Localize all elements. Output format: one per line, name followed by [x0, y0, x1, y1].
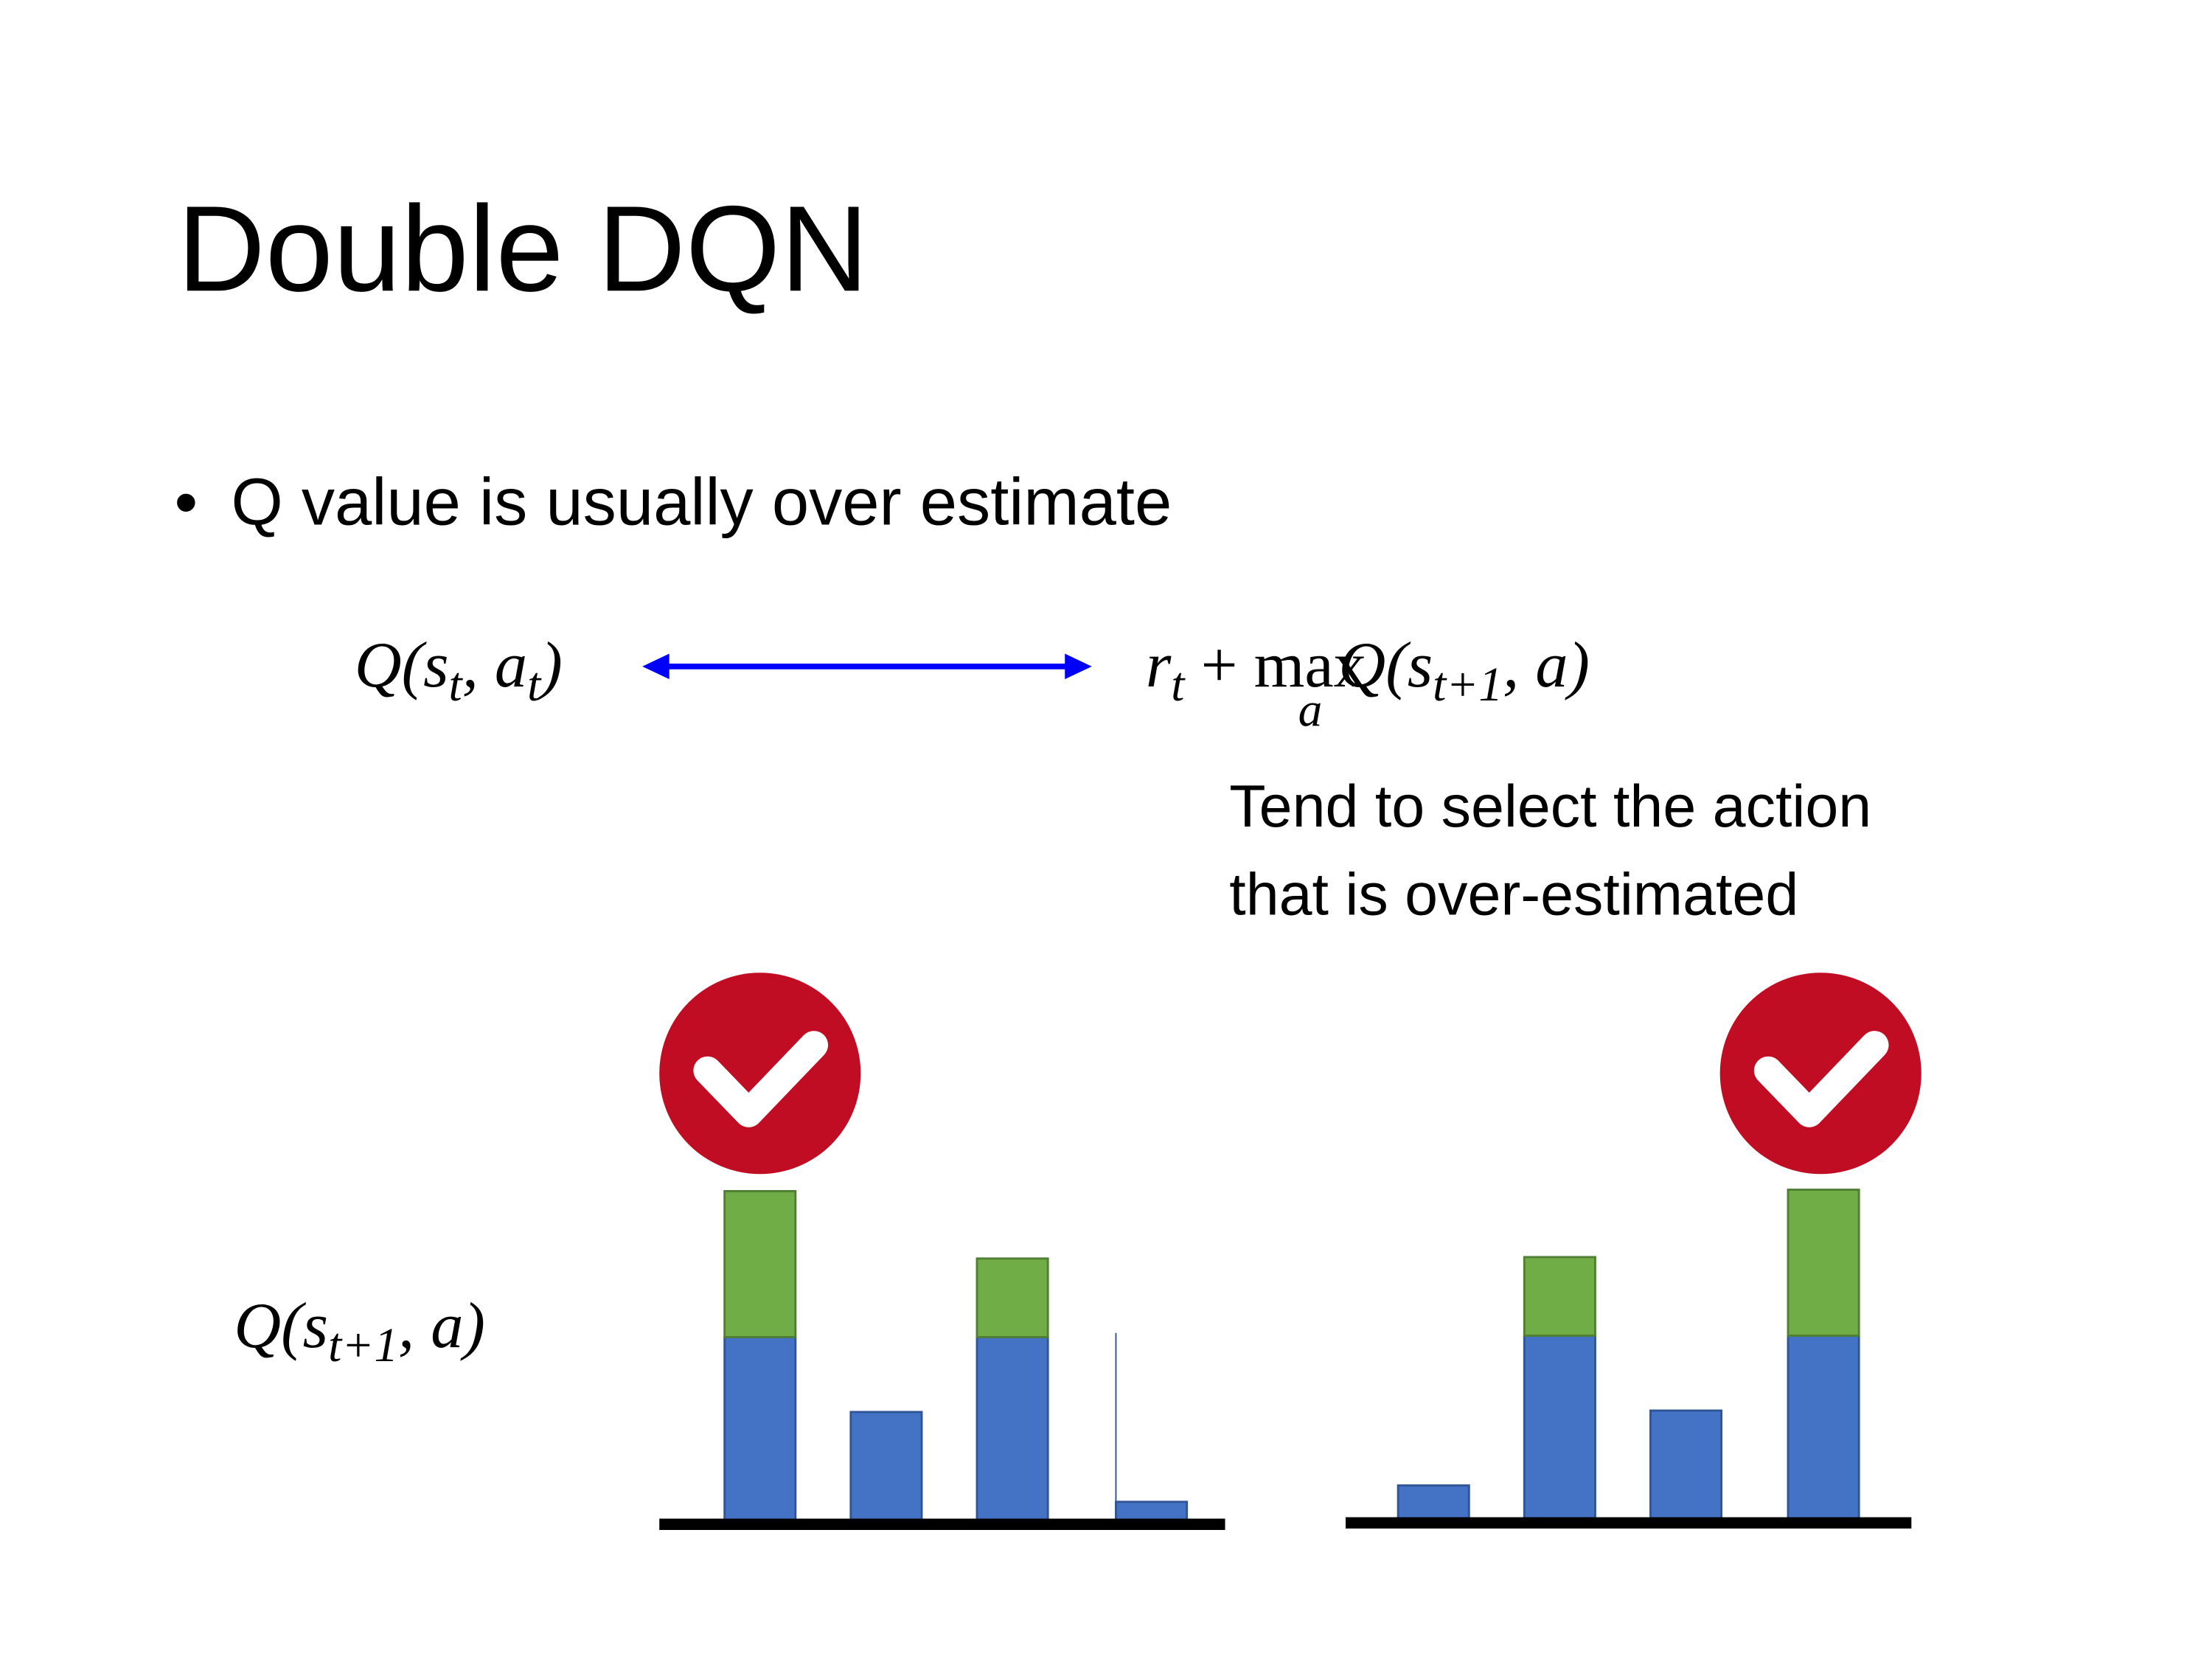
note-line-1: Tend to select the action [1229, 773, 1871, 840]
formula-subscript: t+1 [1433, 658, 1503, 712]
formula-subscript: t+1 [328, 1319, 398, 1372]
formula-target: rt + max a Q(st+1, a) [1146, 629, 1590, 737]
bar-blue-a4 [1787, 1335, 1860, 1524]
double-arrow-icon [642, 653, 1092, 680]
bullet-symbol: • [175, 465, 198, 540]
bar-green-a2 [1523, 1256, 1596, 1337]
note-line-2: that is over-estimated [1229, 861, 1798, 928]
formula-part: Q(s [1322, 629, 1433, 701]
formula-subscript: t [527, 658, 542, 712]
formula-subscript: t [449, 658, 464, 712]
formula-part: , a) [398, 1290, 485, 1362]
bar-green-a3 [975, 1257, 1049, 1338]
formula-subscript: t [1171, 658, 1186, 712]
q-value-chart-left [659, 973, 1225, 1530]
x-axis-baseline [1346, 1517, 1912, 1529]
formula-part: Q(s [355, 629, 449, 701]
q-value-chart-right [1346, 973, 1921, 1529]
check-circle-icon [659, 973, 861, 1175]
x-axis-baseline [659, 1518, 1225, 1530]
bar-blue-a1 [723, 1336, 797, 1526]
bullet-text: Q value is usually over estimate [231, 465, 1172, 540]
formula-q-st-at: Q(st, at) [355, 629, 563, 712]
formula-part: + [1184, 629, 1253, 701]
formula-part: Q(s [234, 1290, 328, 1362]
bar-green-a4 [1787, 1189, 1860, 1337]
bar-green-a1 [723, 1190, 797, 1338]
bar-blue-a2 [1523, 1335, 1596, 1524]
slide-title: Double DQN [177, 181, 869, 317]
max-subscript: a [1298, 684, 1323, 737]
formula-part: , a [462, 629, 527, 701]
bar-blue-a3 [975, 1336, 1049, 1526]
bar-blue-a3 [1649, 1409, 1723, 1524]
formula-part: ) [537, 629, 562, 701]
formula-part: max [1254, 629, 1366, 701]
formula-part: , a) [1503, 629, 1590, 701]
bar-blue-a2 [849, 1411, 923, 1526]
chart-label-q-st1-a: Q(st+1, a) [234, 1290, 485, 1372]
formula-part: r [1146, 629, 1172, 701]
check-circle-icon [1719, 973, 1921, 1175]
